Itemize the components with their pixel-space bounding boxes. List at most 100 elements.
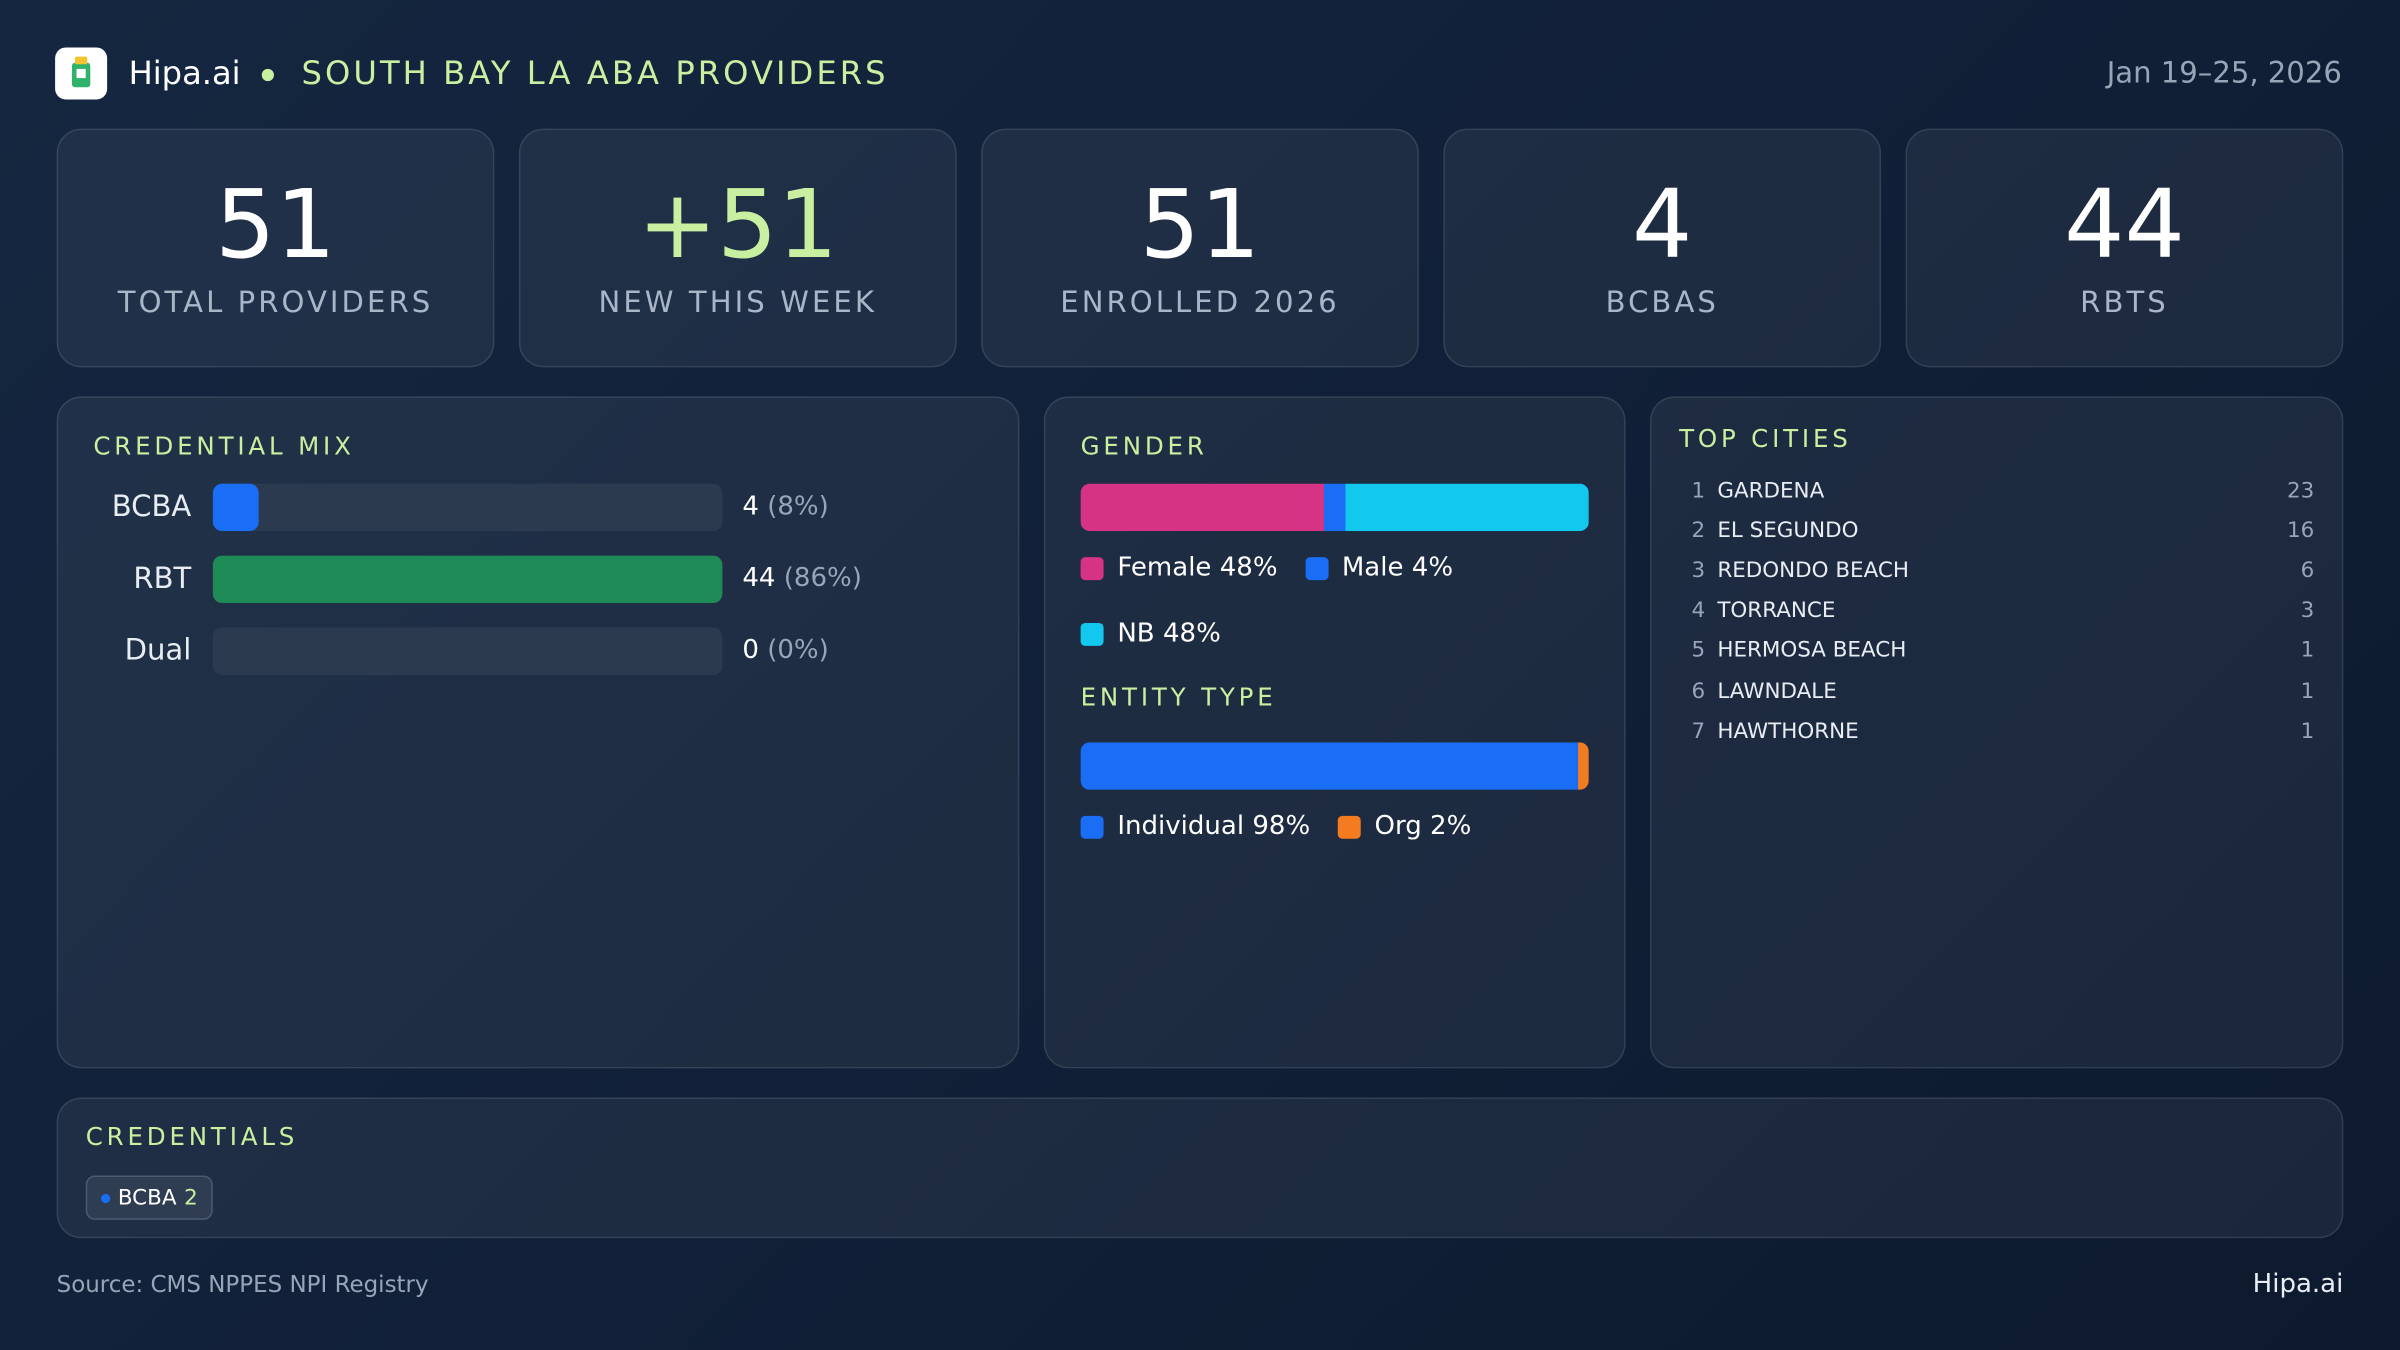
chip-label: BCBA [117, 1185, 177, 1210]
city-name: EL SEGUNDO [1717, 519, 1859, 544]
kpi-label: TOTAL PROVIDERS [117, 286, 434, 320]
city-name: LAWNDALE [1717, 678, 1837, 704]
city-row: 2 EL SEGUNDO 16 [1679, 511, 2314, 551]
legend-item: Female 48% [1080, 549, 1278, 586]
dashboard-title: SOUTH BAY LA ABA PROVIDERS [301, 55, 889, 92]
swatch [1337, 815, 1361, 839]
bar-row: RBT 44 (86%) [0, 555, 1071, 604]
count: 4 [742, 491, 759, 522]
credentials-panel [56, 1097, 2344, 1239]
section-title: TOP CITIES [1679, 423, 1852, 454]
brand: Hipa.ai [128, 55, 241, 92]
logo [55, 47, 108, 100]
logo-icon [71, 56, 91, 88]
section-title: ENTITY TYPE [1080, 682, 1277, 712]
legend-value: 2% [1430, 811, 1472, 842]
legend-name: Individual [1117, 811, 1245, 842]
city-rank: 4 [1691, 598, 1706, 624]
kpi-card: 4 BCBAS [1443, 128, 1882, 368]
segment [1324, 483, 1345, 532]
kpi-value: 51 [1139, 168, 1261, 281]
legend-item: Individual 98% [1080, 808, 1311, 845]
chip-count: 2 [184, 1185, 198, 1210]
city-name: REDONDO BEACH [1717, 558, 1909, 584]
city-count: 1 [2300, 678, 2315, 704]
kpi-label: BCBAS [1605, 286, 1719, 320]
city-name: TORRANCE [1717, 598, 1836, 624]
kpi-value: 4 [1632, 168, 1693, 281]
kpi-value: 51 [215, 168, 336, 281]
segment [1080, 483, 1325, 532]
bar [212, 483, 260, 532]
bar-value: 44 (86%) [742, 556, 862, 603]
segment [1578, 742, 1589, 790]
city-rank: 7 [1691, 718, 1706, 744]
kpi-label: RBTS [2080, 286, 2169, 320]
city-row: 5 HERMOSA BEACH 1 [1679, 631, 2314, 671]
stacked-bar [1080, 483, 1589, 532]
bar [212, 555, 723, 604]
city-count: 6 [2300, 558, 2315, 584]
percent: (8%) [767, 491, 829, 522]
bar-label: Dual [124, 633, 192, 668]
count: 0 [742, 635, 759, 666]
source-note: Source: CMS NPPES NPI Registry [56, 1270, 429, 1298]
kpi-card: 51 TOTAL PROVIDERS [56, 128, 495, 368]
kpi-card: 51 ENROLLED 2026 [981, 128, 1419, 368]
city-count: 3 [2300, 598, 2315, 624]
segment [1344, 483, 1589, 532]
segment [1080, 742, 1579, 790]
bar-value: 4 (8%) [742, 484, 828, 531]
city-rank: 1 [1691, 479, 1706, 504]
chip-dot [101, 1193, 111, 1203]
section-title: CREDENTIAL MIX [93, 431, 355, 461]
legend-item: Org 2% [1337, 808, 1472, 845]
bar-track [212, 627, 723, 675]
city-row: 4 TORRANCE 3 [1679, 591, 2314, 631]
legend-name: Female [1117, 552, 1212, 584]
legend-value: 98% [1252, 811, 1311, 842]
city-name: GARDENA [1717, 479, 1825, 504]
credential-chip: BCBA 2 [85, 1175, 214, 1220]
legend-value: 4% [1411, 552, 1454, 584]
percent: (0%) [767, 635, 829, 666]
city-count: 1 [2300, 718, 2315, 744]
city-count: 23 [2286, 479, 2315, 504]
bar-row: BCBA 4 (8%) [0, 483, 1071, 532]
legend: Female 48% Male 4% NB 48% [1080, 549, 1540, 652]
swatch [1080, 622, 1104, 646]
bar-row: Dual 0 (0%) [0, 627, 1071, 675]
city-rank: 6 [1691, 678, 1706, 704]
date-range: Jan 19–25, 2026 [2106, 56, 2342, 91]
bar-track [212, 483, 723, 532]
chip-list: BCBA 2 [85, 1175, 214, 1220]
kpi-card: 44 RBTS [1905, 128, 2344, 368]
city-rank: 2 [1691, 519, 1706, 544]
city-row: 7 HAWTHORNE 1 [1679, 711, 2314, 751]
percent: (86%) [783, 563, 862, 594]
section-title: GENDER [1080, 431, 1208, 461]
bar-label: BCBA [111, 489, 192, 524]
legend-name: Male [1341, 552, 1404, 584]
city-rank: 3 [1691, 558, 1706, 584]
kpi-value: +51 [637, 168, 838, 281]
bar-value: 0 (0%) [742, 628, 828, 675]
city-row: 3 REDONDO BEACH 6 [1679, 551, 2314, 591]
city-name: HAWTHORNE [1717, 718, 1859, 744]
legend-value: 48% [1219, 552, 1278, 584]
city-count: 1 [2300, 638, 2315, 664]
count: 44 [742, 563, 776, 594]
stacked-bar [1080, 742, 1589, 790]
bar-track [212, 555, 723, 604]
kpi-card: +51 NEW THIS WEEK [518, 128, 957, 368]
legend-item: NB 48% [1080, 615, 1221, 652]
legend-item: Male 4% [1305, 549, 1453, 586]
legend-name: Org [1374, 811, 1422, 842]
kpi-label: NEW THIS WEEK [598, 286, 877, 320]
swatch [1080, 556, 1104, 580]
city-row: 1 GARDENA 23 [1679, 471, 2314, 511]
legend: Individual 98% Org 2% [1080, 808, 1540, 845]
legend-value: 48% [1162, 618, 1221, 649]
